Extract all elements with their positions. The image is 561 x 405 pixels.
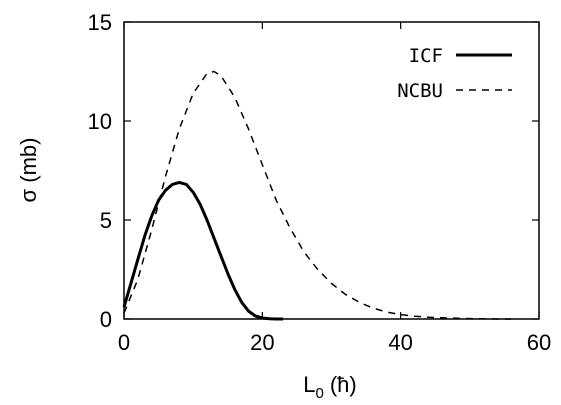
x-axis-label-unit: (ħ) xyxy=(330,372,357,397)
x-tick-label: 20 xyxy=(250,330,274,355)
x-axis-label-main: L xyxy=(303,372,315,397)
y-tick-label: 5 xyxy=(100,208,112,233)
y-tick-label: 0 xyxy=(100,307,112,332)
y-tick-label: 10 xyxy=(88,109,112,134)
legend-entry-icf: ICF xyxy=(409,45,512,67)
axes: 0 20 40 60 0 5 10 15 xyxy=(88,10,552,355)
legend-entry-ncbu: NCBU xyxy=(397,80,512,102)
y-axis-label: σ (mb) xyxy=(16,138,41,203)
legend: ICF NCBU xyxy=(397,45,512,102)
x-axis-label: L0 (ħ) xyxy=(303,372,356,402)
x-tick-label: 0 xyxy=(118,330,130,355)
series-line-icf xyxy=(122,180,284,321)
plot-frame xyxy=(123,21,540,320)
x-axis-label-subscript: 0 xyxy=(316,385,324,402)
legend-label-ncbu: NCBU xyxy=(397,80,443,102)
y-tick-label: 15 xyxy=(88,10,112,35)
series-line-ncbu xyxy=(123,70,512,320)
legend-label-icf: ICF xyxy=(409,45,443,67)
x-tick-label: 60 xyxy=(527,330,551,355)
plot-area xyxy=(122,70,512,321)
x-tick-label: 40 xyxy=(388,330,412,355)
